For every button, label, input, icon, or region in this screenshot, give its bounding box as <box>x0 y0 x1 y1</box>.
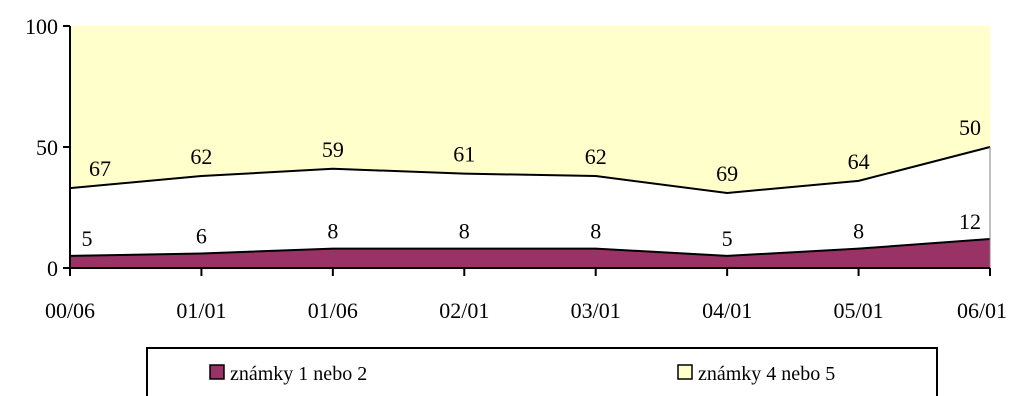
y-tick-label: 100 <box>25 14 58 39</box>
x-tick-label: 01/06 <box>308 298 358 323</box>
series-area-0 <box>70 238 990 268</box>
data-label-bottom: 6 <box>196 223 207 248</box>
y-tick-label: 50 <box>36 135 58 160</box>
legend-swatch-0 <box>209 364 225 380</box>
data-label-bottom: 8 <box>590 219 601 244</box>
axes: 0 50 100 00/06 01/01 01/06 02/01 03/01 04/01 05/0… <box>25 14 1007 323</box>
data-label-top: 50 <box>959 115 981 140</box>
x-tick-label: 06/01 <box>957 298 1007 323</box>
data-label-bottom: 8 <box>327 219 338 244</box>
data-label-top: 69 <box>716 161 738 186</box>
data-label-bottom: 12 <box>959 209 981 234</box>
legend-label-0: známky 1 nebo 2 <box>230 363 367 385</box>
data-label-top: 59 <box>322 137 344 162</box>
data-label-top: 67 <box>89 156 111 181</box>
y-tick-label: 0 <box>47 256 58 281</box>
x-tick-label: 00/06 <box>45 298 95 323</box>
data-labels: 5 6 8 8 8 5 8 12 67 62 59 61 62 69 64 50 <box>82 115 982 251</box>
data-label-bottom: 8 <box>459 219 470 244</box>
legend-label-1: známky 4 nebo 5 <box>698 363 835 385</box>
data-label-top: 62 <box>190 144 212 169</box>
data-label-top: 61 <box>453 142 475 167</box>
legend: známky 1 nebo 2 známky 4 nebo 5 <box>146 347 938 396</box>
data-label-bottom: 5 <box>722 226 733 251</box>
data-label-top: 62 <box>585 144 607 169</box>
legend-box <box>146 347 938 396</box>
plot-lines <box>69 146 991 268</box>
legend-swatch-1 <box>677 364 693 380</box>
x-tick-label: 02/01 <box>439 298 489 323</box>
x-tick-label: 03/01 <box>571 298 621 323</box>
x-tick-label: 05/01 <box>834 298 884 323</box>
data-label-bottom: 5 <box>82 226 93 251</box>
series-boundary-line-1 <box>69 146 991 194</box>
series-area-2 <box>70 26 990 193</box>
plot-areas <box>70 26 990 268</box>
x-tick-label: 01/01 <box>176 298 226 323</box>
x-tick-label: 04/01 <box>702 298 752 323</box>
data-label-bottom: 8 <box>853 219 864 244</box>
series-boundary-line-0 <box>69 237 991 257</box>
series-area-1 <box>70 147 990 256</box>
data-label-top: 64 <box>848 149 870 174</box>
